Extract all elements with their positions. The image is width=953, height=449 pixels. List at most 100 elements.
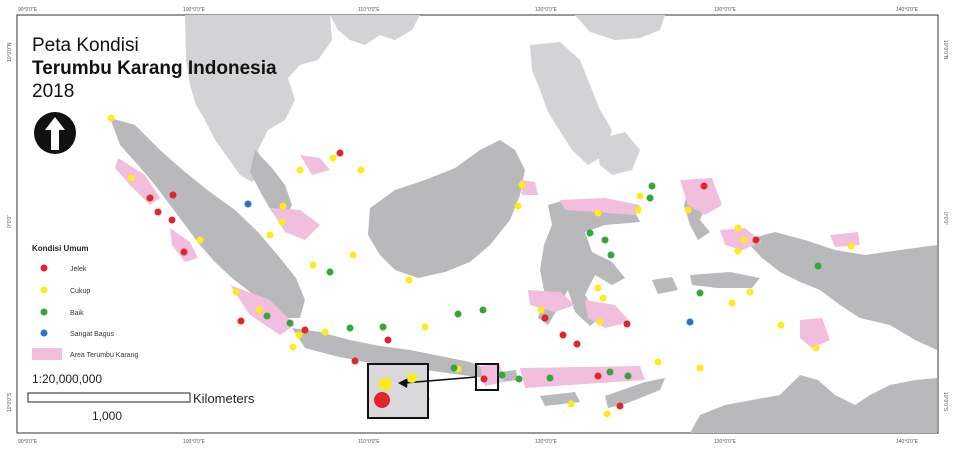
- legend-swatch-cukup: [40, 286, 48, 294]
- land-new-guinea: [745, 232, 937, 350]
- point-jelek: [301, 326, 309, 334]
- point-cukup: [603, 410, 611, 418]
- point-cukup: [734, 247, 742, 255]
- land-timor: [605, 378, 665, 408]
- point-cukup: [594, 284, 602, 292]
- scale-value: 1,000: [92, 409, 122, 423]
- point-cukup: [746, 288, 754, 296]
- legend-label-baik: Baik: [70, 310, 84, 317]
- point-cukup: [596, 318, 604, 326]
- point-jelek: [573, 340, 581, 348]
- point-baik: [646, 194, 654, 202]
- land-sulawesi: [538, 200, 640, 326]
- point-cukup: [740, 236, 748, 244]
- grid-label-top: 90°0'0"E: [18, 7, 38, 13]
- grid-label-right: 10°0'0"N: [942, 40, 948, 60]
- point-jelek: [594, 372, 602, 380]
- land-layer: [110, 15, 937, 433]
- point-jelek: [146, 194, 154, 202]
- grid-label-left: 10°0'0"S: [7, 392, 13, 412]
- point-jelek: [169, 191, 177, 199]
- reef-area: [680, 178, 722, 215]
- point-jelek: [384, 336, 392, 344]
- point-jelek: [559, 331, 567, 339]
- point-cukup: [514, 202, 522, 210]
- point-baik: [696, 289, 704, 297]
- point-baik: [648, 182, 656, 190]
- point-cukup: [196, 236, 204, 244]
- reef-area: [520, 366, 645, 388]
- reef-area: [115, 158, 160, 205]
- point-jelek-inset: [374, 392, 390, 408]
- point-baik: [263, 312, 271, 320]
- land-taiwan-region: [575, 15, 665, 40]
- point-cukup: [728, 299, 736, 307]
- point-jelek: [700, 182, 708, 190]
- point-cukup-inset: [378, 377, 392, 391]
- point-baik: [606, 368, 614, 376]
- inset-box-large: [367, 363, 429, 419]
- point-baik: [607, 251, 615, 259]
- point-cukup: [349, 251, 357, 259]
- land-australia: [690, 375, 937, 433]
- point-cukup: [594, 209, 602, 217]
- land-vietnam-coast: [330, 15, 420, 45]
- land-seram: [690, 272, 760, 288]
- scale-unit: Kilometers: [193, 391, 255, 406]
- point-cukup: [321, 328, 329, 336]
- land-borneo: [368, 140, 525, 278]
- point-cukup: [537, 306, 545, 314]
- point-cukup: [127, 174, 135, 182]
- legend-swatch-baik: [40, 308, 48, 316]
- point-cukup: [847, 242, 855, 250]
- grid-label-bottom: 120°0'0"E: [535, 439, 558, 445]
- point-cukup-inset: [407, 373, 417, 383]
- point-jelek: [480, 375, 488, 383]
- point-cukup: [696, 364, 704, 372]
- scale-bar-rect: [27, 392, 191, 403]
- point-sangat-bagus: [244, 200, 252, 208]
- point-baik: [479, 306, 487, 314]
- point-cukup: [518, 181, 526, 189]
- point-baik: [450, 364, 458, 372]
- land-buru: [652, 277, 678, 294]
- point-cukup: [266, 231, 274, 239]
- map-title-line1: Peta Kondisi: [32, 35, 139, 56]
- point-jelek: [237, 317, 245, 325]
- point-cukup: [232, 288, 240, 296]
- point-cukup: [107, 114, 115, 122]
- point-cukup: [279, 202, 287, 210]
- land-java: [292, 328, 490, 378]
- reef-area: [585, 300, 630, 328]
- legend-swatch-sangat-bagus: [40, 329, 48, 337]
- point-baik: [586, 229, 594, 237]
- land-mainland-asia: [185, 15, 332, 182]
- point-baik: [286, 319, 294, 327]
- grid-label-top: 140°0'0"E: [896, 7, 919, 13]
- north-arrow-icon: [34, 112, 76, 154]
- land-malay-peninsula: [250, 150, 292, 220]
- reef-area: [528, 290, 575, 312]
- land-sumatra: [110, 118, 305, 318]
- point-cukup: [812, 344, 820, 352]
- reef-area: [560, 198, 640, 215]
- point-jelek: [168, 216, 176, 224]
- callout-arrow-head: [398, 378, 408, 388]
- land-philippines-south: [596, 132, 640, 175]
- grid-label-top: 110°0'0"E: [358, 7, 380, 13]
- scale-bar: 1:20,000,000 Kilometers 1,000: [27, 372, 255, 423]
- point-jelek: [180, 248, 188, 256]
- point-jelek: [154, 208, 162, 216]
- point-cukup: [599, 294, 607, 302]
- point-jelek: [623, 320, 631, 328]
- point-cukup: [636, 192, 644, 200]
- grid-label-top: 100°0'0"E: [183, 7, 206, 13]
- point-baik: [601, 236, 609, 244]
- point-cukup: [421, 323, 429, 331]
- point-cukup: [634, 206, 642, 214]
- grid-label-left: 0°0'0": [7, 215, 13, 228]
- map-title-year: 2018: [32, 81, 74, 102]
- point-baik: [326, 268, 334, 276]
